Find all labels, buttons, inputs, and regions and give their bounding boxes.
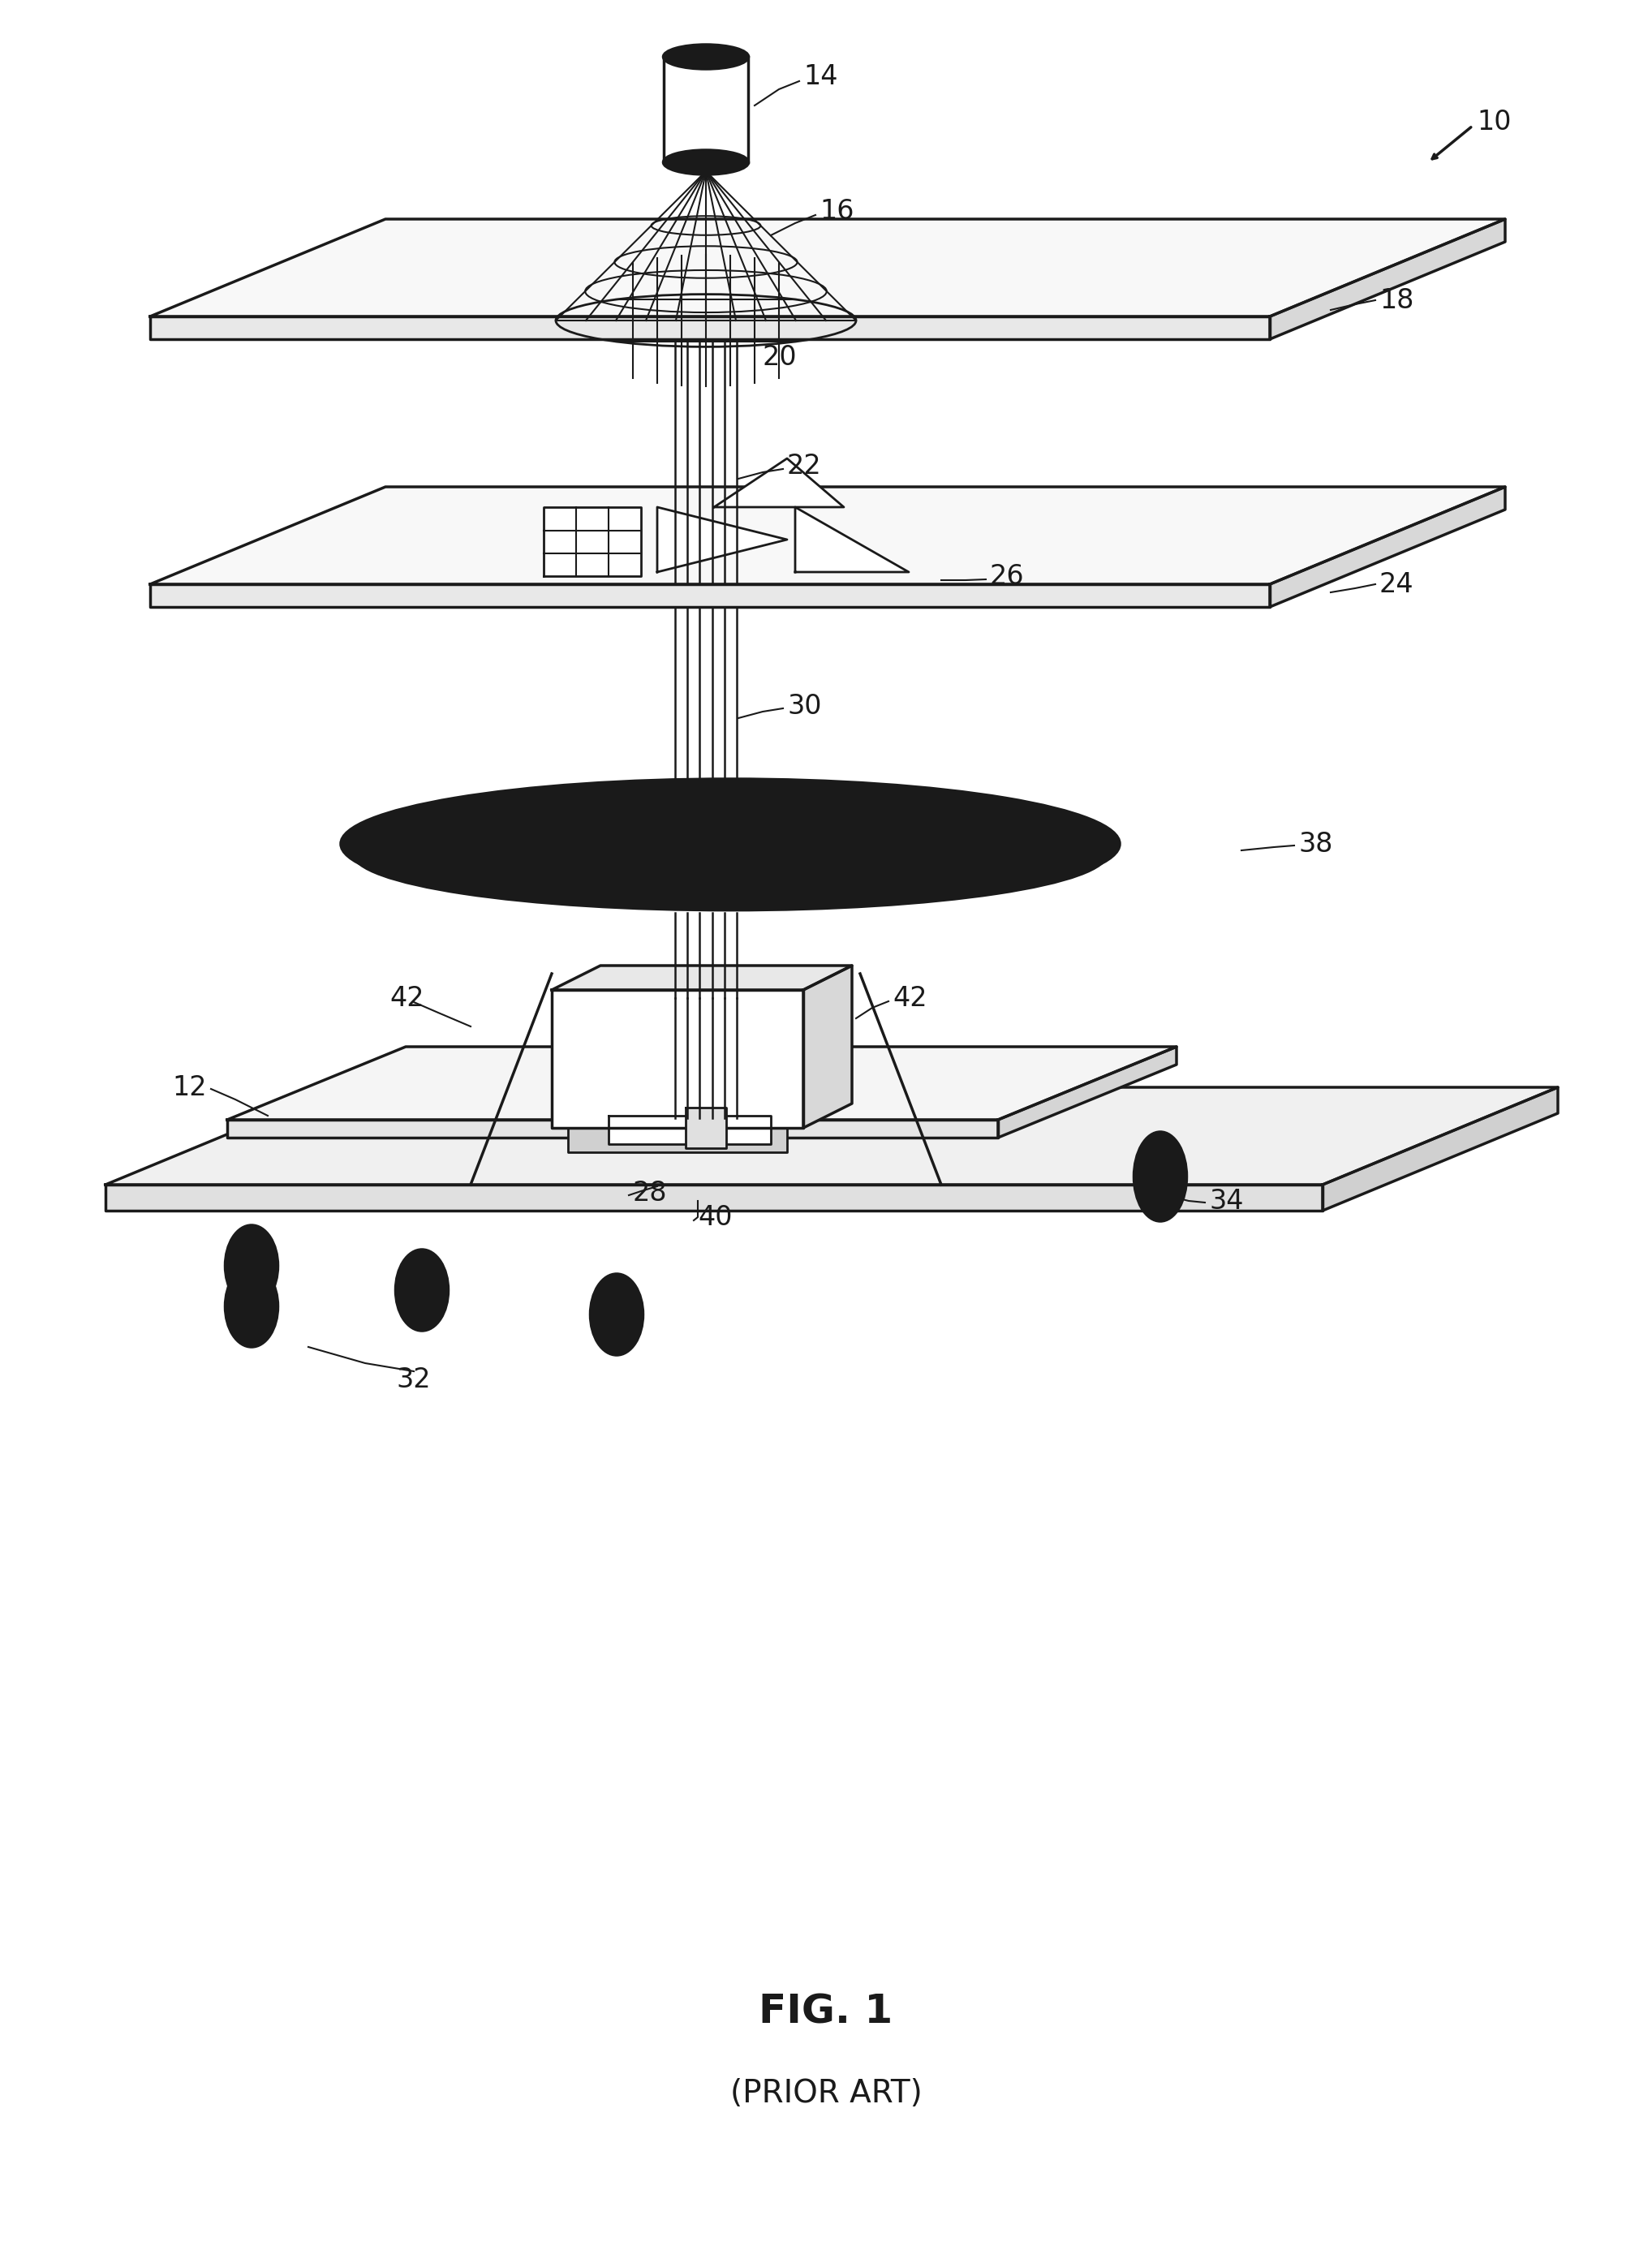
Polygon shape bbox=[552, 966, 852, 990]
Text: 30: 30 bbox=[786, 692, 821, 719]
Text: 18: 18 bbox=[1379, 287, 1414, 314]
Text: 22: 22 bbox=[786, 454, 821, 481]
Text: 40: 40 bbox=[697, 1204, 732, 1231]
Ellipse shape bbox=[1146, 1152, 1175, 1202]
Ellipse shape bbox=[395, 1249, 448, 1330]
Text: 42: 42 bbox=[390, 984, 425, 1011]
Ellipse shape bbox=[408, 1267, 436, 1312]
Ellipse shape bbox=[238, 1244, 266, 1289]
Text: 20: 20 bbox=[763, 344, 798, 371]
Ellipse shape bbox=[354, 797, 1107, 910]
Polygon shape bbox=[998, 1047, 1176, 1139]
Text: 34: 34 bbox=[1209, 1188, 1244, 1215]
Text: 32: 32 bbox=[396, 1366, 431, 1393]
Polygon shape bbox=[228, 1121, 998, 1139]
Text: 16: 16 bbox=[819, 198, 854, 225]
Polygon shape bbox=[544, 508, 641, 577]
Polygon shape bbox=[1270, 220, 1505, 339]
Text: (PRIOR ART): (PRIOR ART) bbox=[730, 2078, 922, 2109]
Polygon shape bbox=[106, 1087, 1558, 1184]
Text: 38: 38 bbox=[1298, 831, 1333, 858]
Polygon shape bbox=[568, 1127, 786, 1152]
Ellipse shape bbox=[225, 1267, 278, 1348]
Text: 12: 12 bbox=[172, 1074, 206, 1101]
Text: FIG. 1: FIG. 1 bbox=[758, 1992, 894, 2033]
Text: 42: 42 bbox=[892, 984, 927, 1011]
Polygon shape bbox=[150, 487, 1505, 584]
Polygon shape bbox=[106, 1184, 1323, 1211]
Polygon shape bbox=[150, 584, 1270, 606]
Text: 24: 24 bbox=[1379, 570, 1414, 597]
Polygon shape bbox=[228, 1047, 1176, 1121]
Polygon shape bbox=[150, 317, 1270, 339]
Ellipse shape bbox=[664, 45, 748, 70]
Polygon shape bbox=[714, 458, 844, 508]
Ellipse shape bbox=[1133, 1132, 1186, 1222]
Ellipse shape bbox=[590, 1273, 643, 1354]
Polygon shape bbox=[803, 966, 852, 1127]
Polygon shape bbox=[1270, 487, 1505, 606]
Polygon shape bbox=[795, 508, 909, 573]
Polygon shape bbox=[657, 508, 786, 573]
Polygon shape bbox=[608, 1116, 771, 1143]
Text: 10: 10 bbox=[1477, 108, 1512, 135]
Ellipse shape bbox=[603, 1291, 631, 1336]
Ellipse shape bbox=[664, 150, 748, 175]
Polygon shape bbox=[552, 990, 803, 1127]
Ellipse shape bbox=[340, 779, 1120, 910]
Polygon shape bbox=[1323, 1087, 1558, 1211]
Text: 14: 14 bbox=[803, 63, 838, 90]
Text: 26: 26 bbox=[990, 564, 1024, 588]
Ellipse shape bbox=[225, 1226, 278, 1307]
Ellipse shape bbox=[238, 1285, 266, 1330]
Text: 28: 28 bbox=[633, 1179, 667, 1206]
Polygon shape bbox=[686, 1107, 727, 1148]
Polygon shape bbox=[150, 220, 1505, 317]
